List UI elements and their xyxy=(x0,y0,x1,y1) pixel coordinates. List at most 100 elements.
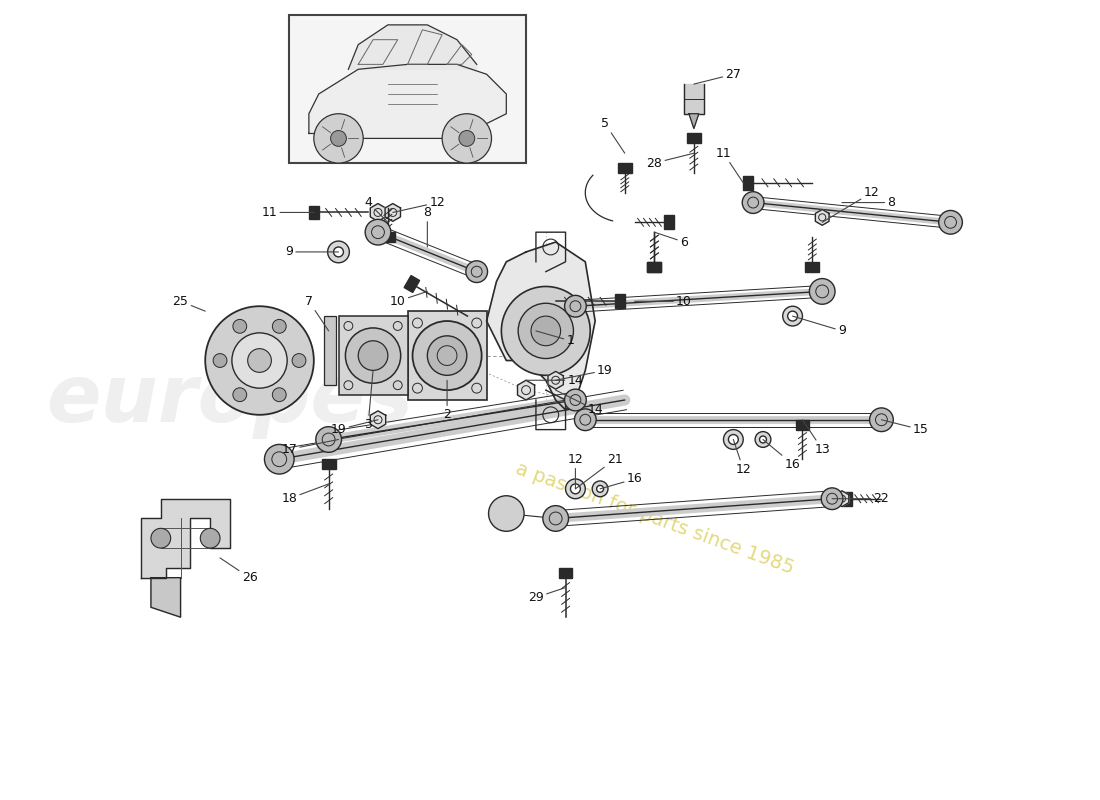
Polygon shape xyxy=(517,380,535,400)
Polygon shape xyxy=(615,294,625,308)
Text: 29: 29 xyxy=(528,587,565,604)
Text: 13: 13 xyxy=(803,420,830,456)
Circle shape xyxy=(316,426,341,452)
Polygon shape xyxy=(648,262,661,272)
Polygon shape xyxy=(349,25,476,70)
Circle shape xyxy=(465,261,487,282)
Circle shape xyxy=(365,219,390,245)
Text: 22: 22 xyxy=(832,492,889,506)
Text: 12: 12 xyxy=(393,196,446,213)
Polygon shape xyxy=(309,64,506,138)
Bar xyxy=(408,311,486,400)
Circle shape xyxy=(938,210,962,234)
Polygon shape xyxy=(371,203,386,222)
Circle shape xyxy=(333,247,343,257)
Bar xyxy=(339,316,408,395)
Circle shape xyxy=(742,192,764,214)
Circle shape xyxy=(248,349,272,372)
Polygon shape xyxy=(381,232,395,242)
Circle shape xyxy=(870,408,893,431)
Text: 15: 15 xyxy=(881,420,928,436)
Circle shape xyxy=(273,388,286,402)
Polygon shape xyxy=(321,459,336,469)
Circle shape xyxy=(518,303,573,358)
Polygon shape xyxy=(815,210,829,226)
Polygon shape xyxy=(688,134,701,143)
Circle shape xyxy=(345,328,400,383)
Circle shape xyxy=(273,319,286,334)
Polygon shape xyxy=(842,492,851,506)
Circle shape xyxy=(232,333,287,388)
Circle shape xyxy=(564,389,586,411)
Text: 11: 11 xyxy=(262,206,314,219)
Polygon shape xyxy=(664,215,674,230)
Circle shape xyxy=(596,486,604,492)
Text: 3: 3 xyxy=(364,370,373,431)
Text: 4: 4 xyxy=(364,196,388,222)
Circle shape xyxy=(200,528,220,548)
Text: 18: 18 xyxy=(282,484,329,506)
Polygon shape xyxy=(648,262,661,272)
Text: 8: 8 xyxy=(424,206,431,247)
Polygon shape xyxy=(618,163,631,173)
Text: 19: 19 xyxy=(556,364,613,380)
Polygon shape xyxy=(151,578,180,617)
Polygon shape xyxy=(371,411,386,429)
Circle shape xyxy=(427,336,466,375)
Text: 9: 9 xyxy=(285,246,339,258)
Circle shape xyxy=(531,316,561,346)
Text: europes: europes xyxy=(46,361,414,439)
Polygon shape xyxy=(815,283,829,300)
Polygon shape xyxy=(689,114,698,129)
Text: 8: 8 xyxy=(842,196,895,209)
Circle shape xyxy=(459,130,475,146)
Polygon shape xyxy=(385,203,400,222)
Polygon shape xyxy=(805,262,820,272)
Text: 1: 1 xyxy=(536,331,574,347)
Circle shape xyxy=(502,286,591,375)
Text: 28: 28 xyxy=(647,154,694,170)
Text: 6: 6 xyxy=(654,232,688,249)
Polygon shape xyxy=(404,275,419,293)
Polygon shape xyxy=(486,242,595,410)
Circle shape xyxy=(233,388,246,402)
Circle shape xyxy=(810,278,835,304)
Circle shape xyxy=(571,484,581,494)
Bar xyxy=(289,15,526,163)
Text: 9: 9 xyxy=(793,316,846,338)
Text: 12: 12 xyxy=(568,453,583,489)
Polygon shape xyxy=(141,498,230,578)
Text: 11: 11 xyxy=(716,146,744,183)
Polygon shape xyxy=(309,206,319,219)
Polygon shape xyxy=(684,84,704,114)
Circle shape xyxy=(759,436,767,443)
Circle shape xyxy=(233,319,246,334)
Text: 2: 2 xyxy=(443,380,451,422)
Text: 21: 21 xyxy=(575,453,623,489)
Text: 27: 27 xyxy=(694,68,741,84)
Polygon shape xyxy=(548,371,563,389)
Circle shape xyxy=(328,241,350,262)
Text: 5: 5 xyxy=(601,117,625,154)
Circle shape xyxy=(213,354,227,367)
Circle shape xyxy=(755,431,771,447)
Circle shape xyxy=(564,295,586,317)
Circle shape xyxy=(574,409,596,430)
Circle shape xyxy=(412,321,482,390)
Circle shape xyxy=(783,306,803,326)
Text: 17: 17 xyxy=(282,439,339,456)
Polygon shape xyxy=(835,491,849,506)
Text: 12: 12 xyxy=(822,186,879,222)
Text: 10: 10 xyxy=(389,291,427,308)
Polygon shape xyxy=(559,568,572,578)
Circle shape xyxy=(359,341,388,370)
Text: 12: 12 xyxy=(734,439,751,476)
Circle shape xyxy=(724,430,744,450)
Text: 7: 7 xyxy=(305,294,329,331)
Text: 16: 16 xyxy=(763,439,801,470)
Text: 25: 25 xyxy=(173,294,206,311)
Text: 26: 26 xyxy=(220,558,257,584)
Circle shape xyxy=(592,481,608,497)
Text: 14: 14 xyxy=(526,374,583,386)
Circle shape xyxy=(788,311,798,321)
